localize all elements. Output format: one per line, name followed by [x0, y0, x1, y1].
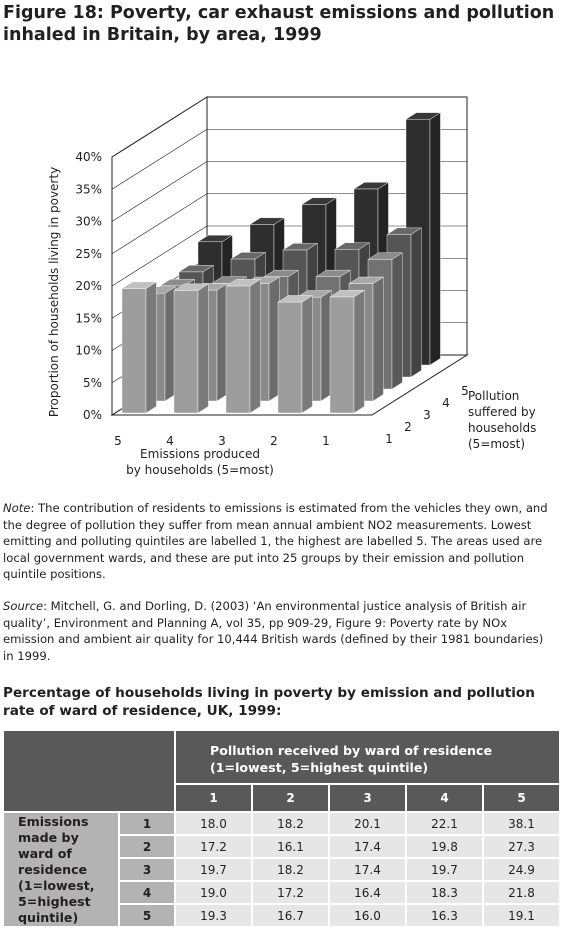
column-header-2: 2 [251, 783, 330, 813]
figure-title-text: Poverty, car exhaust emissions and pollu… [3, 3, 555, 45]
table-row: 3 19.7 18.2 17.4 19.7 24.9 [3, 857, 561, 882]
table-cell: 19.8 [405, 834, 484, 859]
table-cell: 17.4 [328, 834, 407, 859]
x-axis-label-text: Emissions produced by households (5=most) [126, 447, 274, 477]
bar-pollution-1-emission-2 [277, 295, 314, 414]
gridline-left [111, 225, 208, 287]
z-axis-label: Pollution suffered by households (5=most) [468, 389, 536, 451]
table-cell: 16.0 [328, 903, 407, 928]
table-cell: 16.7 [251, 903, 330, 928]
y-tick-label: 0% [83, 408, 102, 422]
note-label: Note [3, 501, 31, 515]
table-title: Percentage of households living in pover… [3, 685, 535, 719]
row-group-header: Emissions made by ward of residence (1=l… [2, 811, 120, 928]
x-category-label: 2 [270, 434, 278, 448]
bar-pollution-1-emission-4 [173, 283, 210, 414]
y-tick-label: 35% [75, 182, 102, 196]
table-cell: 19.7 [174, 857, 253, 882]
z-category-label: 2 [404, 420, 412, 434]
table-cell: 18.3 [405, 880, 484, 905]
bar-pollution-1-emission-5 [121, 281, 158, 414]
table-cell: 27.3 [481, 834, 561, 859]
column-group-header: Pollution received by ward of residence … [173, 729, 561, 785]
table-row: 5 19.3 16.7 16.0 16.3 19.1 [3, 903, 561, 928]
z-axis-label-text: Pollution suffered by households (5=most) [468, 389, 536, 451]
note-paragraph: Note: The contribution of residents to e… [3, 500, 556, 583]
poverty-table: Pollution received by ward of residence … [2, 729, 561, 928]
x-category-label: 5 [114, 434, 122, 448]
z-category-label: 5 [461, 384, 469, 398]
table-cell: 16.4 [328, 880, 407, 905]
column-header-4: 4 [405, 783, 484, 813]
x-category-label: 3 [218, 434, 226, 448]
row-header-2: 2 [118, 834, 176, 859]
z-category-label: 3 [423, 408, 431, 422]
source-label: Source [3, 599, 44, 613]
z-category-label: 1 [385, 432, 393, 446]
table-corner [2, 729, 176, 813]
table-cell: 19.0 [174, 880, 253, 905]
table-cell: 17.2 [251, 880, 330, 905]
table-row: 2 17.2 16.1 17.4 19.8 27.3 [3, 834, 561, 859]
table-cell: 16.3 [405, 903, 484, 928]
row-header-1: 1 [118, 811, 176, 836]
figure-title: Figure 18: Poverty, car exhaust emission… [3, 2, 558, 46]
figure-label: Figure 18: [3, 3, 104, 23]
source-paragraph: Source: Mitchell, G. and Dorling, D. (20… [3, 598, 556, 664]
y-tick-label: 15% [75, 311, 102, 325]
z-category-label: 4 [442, 396, 450, 410]
x-axis-categories: 5 4 3 2 1 [114, 434, 330, 448]
source-text: : Mitchell, G. and Dorling, D. (2003) ‘A… [3, 599, 544, 663]
x-category-label: 1 [322, 434, 330, 448]
gridline-left [111, 96, 208, 158]
y-tick-label: 40% [75, 150, 102, 164]
column-header-3: 3 [328, 783, 407, 813]
table-row: Emissions made by ward of residence (1=l… [2, 811, 561, 928]
table-cell: 38.1 [481, 811, 561, 836]
table-cell: 24.9 [481, 857, 561, 882]
table-cell: 21.8 [481, 880, 561, 905]
column-header-1: 1 [174, 783, 253, 813]
table-cell: 19.3 [174, 903, 253, 928]
x-axis-label: Emissions produced by households (5=most) [126, 447, 274, 477]
y-tick-label: 10% [75, 344, 102, 358]
table-cell: 22.1 [405, 811, 484, 836]
gridline-left [111, 128, 208, 190]
bar-pollution-1-emission-3 [225, 278, 262, 414]
note-text: : The contribution of residents to emiss… [3, 501, 548, 581]
table-row: 4 19.0 17.2 16.4 18.3 21.8 [3, 880, 561, 905]
y-tick-label: 5% [83, 376, 102, 390]
table-cell: 19.7 [405, 857, 484, 882]
y-tick-label: 30% [75, 215, 102, 229]
table-cell: 18.0 [174, 811, 253, 836]
gridline-left [111, 161, 208, 222]
chart-bars [121, 112, 442, 414]
row-header-5: 5 [118, 903, 176, 928]
table-cell: 18.2 [251, 857, 330, 882]
row-header-4: 4 [118, 880, 176, 905]
gridline-left [111, 193, 208, 255]
table-cell: 17.2 [174, 834, 253, 859]
row-header-3: 3 [118, 857, 176, 882]
table-cell: 19.1 [481, 903, 561, 928]
table-cell: 17.4 [328, 857, 407, 882]
y-tick-label: 25% [75, 247, 102, 261]
bar-pollution-1-emission-1 [329, 289, 366, 414]
column-header-5: 5 [481, 783, 561, 813]
table-cell: 20.1 [328, 811, 407, 836]
x-category-label: 4 [166, 434, 174, 448]
table-cell: 16.1 [251, 834, 330, 859]
y-axis-label: Proportion of households living in pover… [47, 167, 61, 417]
table-cell: 18.2 [251, 811, 330, 836]
y-tick-label: 20% [75, 279, 102, 293]
